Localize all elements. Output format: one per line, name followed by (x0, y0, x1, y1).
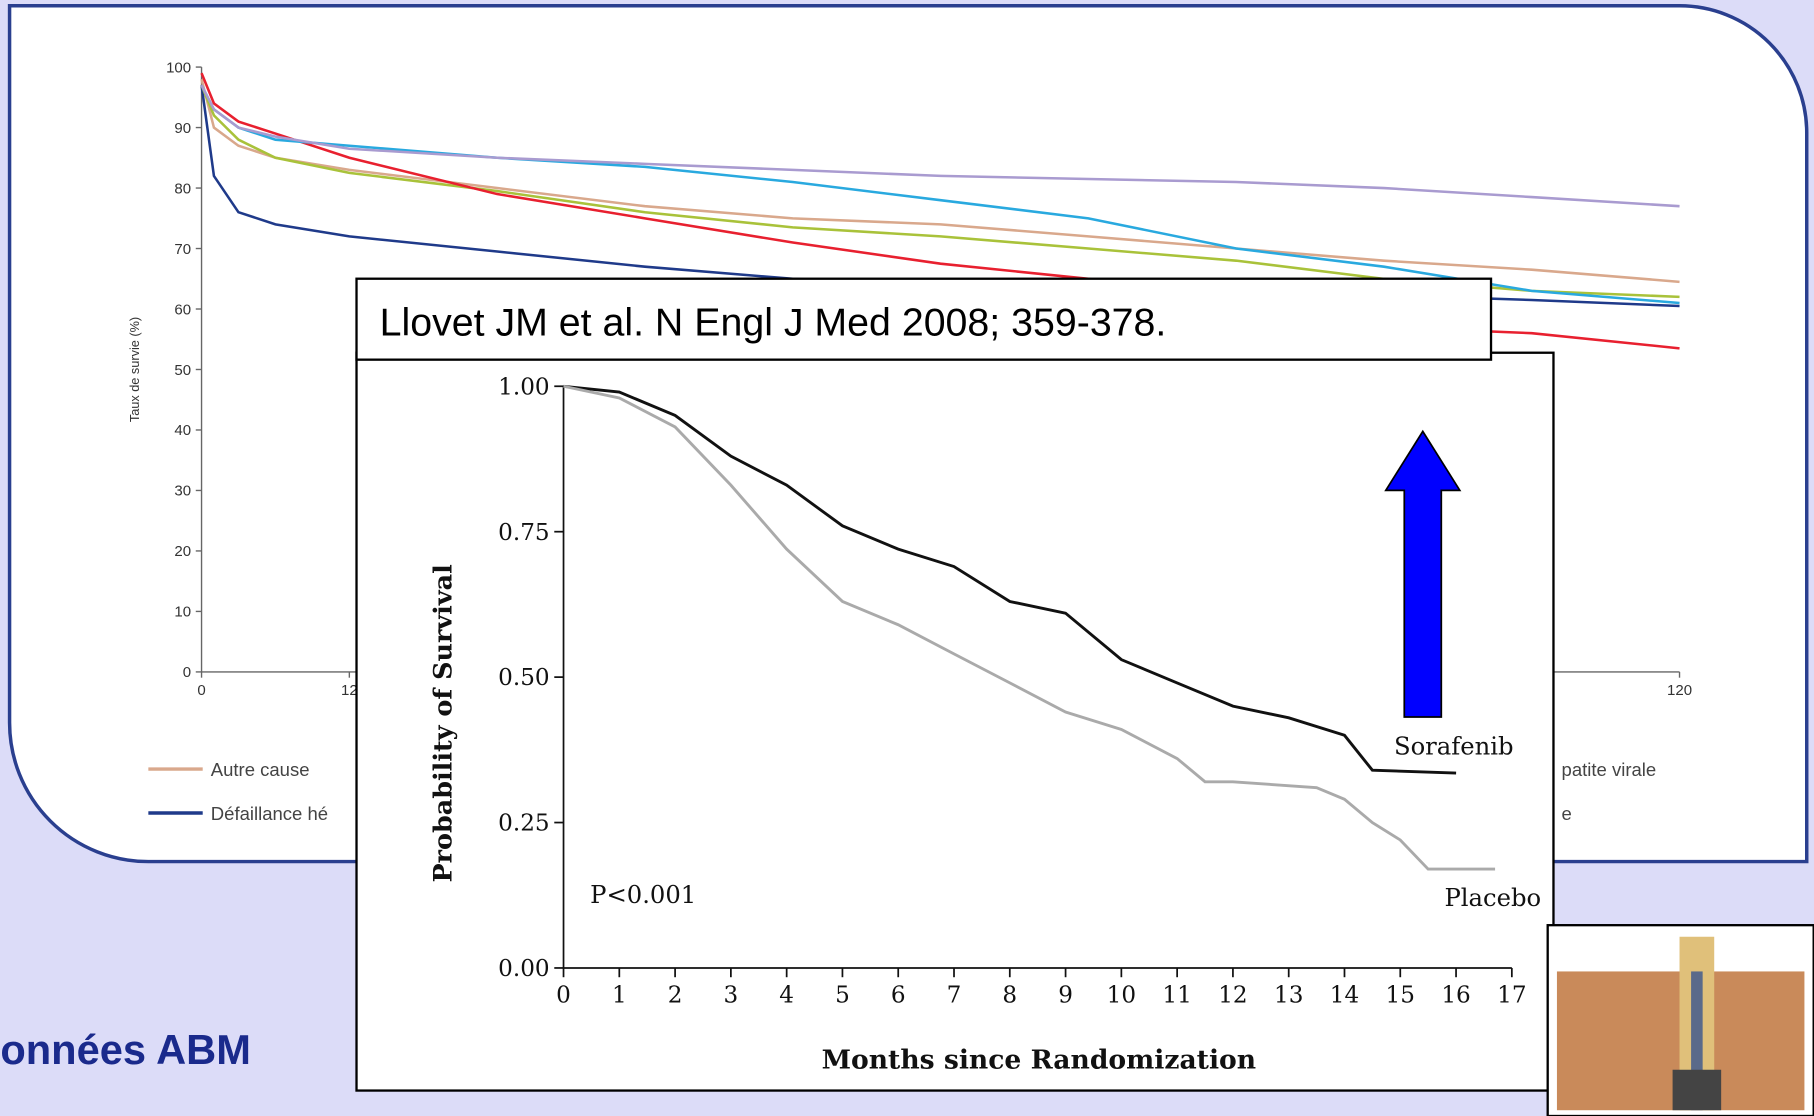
x-tick-label: 120 (1667, 682, 1692, 699)
y-tick-label: 0.25 (498, 811, 549, 837)
x-tick-label: 15 (1386, 983, 1415, 1009)
legend-label: Défaillance hé (211, 803, 328, 824)
y-tick-label: 20 (174, 543, 191, 560)
y-tick-label: 0 (183, 664, 191, 681)
x-tick-label: 17 (1497, 983, 1526, 1009)
citation: Llovet JM et al. N Engl J Med 2008; 359-… (380, 300, 1167, 344)
y-tick-label: 70 (174, 241, 191, 258)
y-tick-label: 1.00 (498, 374, 549, 400)
y-tick-label: 30 (174, 483, 191, 500)
y-tick-label: 90 (174, 120, 191, 137)
y-tick-label: 10 (174, 604, 191, 621)
x-axis-label: Months since Randomization (822, 1045, 1257, 1076)
y-axis-label: Taux de survie (%) (127, 317, 142, 422)
x-tick-label: 8 (1002, 983, 1017, 1009)
y-tick-label: 50 (174, 362, 191, 379)
series-label: Sorafenib (1394, 732, 1514, 761)
series-label: Placebo (1444, 883, 1541, 912)
x-tick-label: 12 (341, 682, 358, 699)
x-tick-label: 13 (1274, 983, 1303, 1009)
x-tick-label: 11 (1162, 983, 1191, 1009)
y-tick-label: 0.50 (498, 665, 549, 691)
x-tick-label: 4 (779, 983, 794, 1009)
x-tick-label: 9 (1058, 983, 1073, 1009)
y-tick-label: 60 (174, 301, 191, 318)
y-tick-label: 0.00 (498, 956, 549, 982)
x-tick-label: 16 (1441, 983, 1470, 1009)
x-tick-label: 0 (556, 983, 571, 1009)
x-tick-label: 7 (947, 983, 962, 1009)
y-tick-label: 100 (166, 59, 191, 76)
x-tick-label: 3 (724, 983, 739, 1009)
y-axis-label: Probability of Survival (427, 564, 457, 883)
x-tick-label: 12 (1218, 983, 1247, 1009)
x-tick-label: 2 (668, 983, 683, 1009)
x-tick-label: 10 (1107, 983, 1136, 1009)
slide: 0102030405060708090100012243648607284961… (0, 0, 1814, 1116)
y-tick-label: 0.75 (498, 520, 549, 546)
footer-text: onnées ABM (0, 1026, 251, 1073)
building-image (1548, 925, 1814, 1116)
x-tick-label: 6 (891, 983, 906, 1009)
x-tick-label: 14 (1330, 983, 1359, 1009)
y-tick-label: 40 (174, 422, 191, 439)
legend-label: Autre cause (211, 759, 310, 780)
page: {"slide":{"citation":"Llovet JM et al. N… (0, 0, 1814, 1116)
x-tick-label: 5 (835, 983, 850, 1009)
annotation: P<0.001 (590, 880, 696, 909)
legend-label: e (1562, 803, 1572, 824)
x-tick-label: 0 (197, 682, 205, 699)
x-tick-label: 1 (612, 983, 627, 1009)
y-tick-label: 80 (174, 180, 191, 197)
legend-label: patite virale (1562, 759, 1657, 780)
